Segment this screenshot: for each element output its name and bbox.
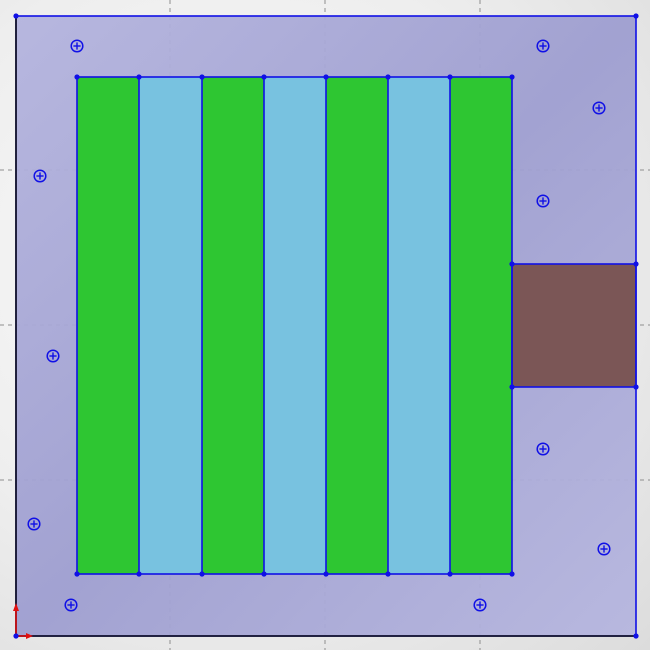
strip-2-blue[interactable] [139, 77, 202, 574]
sketch-vertex[interactable] [323, 571, 329, 577]
sketch-vertex[interactable] [199, 74, 205, 80]
sketch-vertex[interactable] [633, 261, 639, 267]
point-marker-10[interactable] [64, 598, 78, 612]
sketch-vertex[interactable] [199, 571, 205, 577]
sketch-vertex[interactable] [509, 74, 515, 80]
side-block[interactable] [512, 264, 636, 387]
strip-5-green[interactable] [326, 77, 388, 574]
strip-7-green[interactable] [450, 77, 512, 574]
strip-4-blue[interactable] [264, 77, 326, 574]
sketch-vertex[interactable] [509, 571, 515, 577]
sketch-vertex[interactable] [633, 633, 639, 639]
sketch-vertex[interactable] [447, 74, 453, 80]
strip-1-green[interactable] [77, 77, 139, 574]
sketch-point-markers[interactable] [27, 39, 611, 612]
strip-array[interactable] [77, 77, 512, 574]
sketch-vertex[interactable] [136, 571, 142, 577]
point-marker-4[interactable] [33, 169, 47, 183]
sketch-vertex[interactable] [261, 74, 267, 80]
sketch-lines[interactable] [15, 15, 637, 637]
sketch-vertices[interactable] [13, 13, 639, 639]
sketch-vertex[interactable] [74, 571, 80, 577]
sketch-vertex[interactable] [385, 571, 391, 577]
sketch-vertex[interactable] [633, 13, 639, 19]
strip-3-green[interactable] [202, 77, 264, 574]
origin-axes-icon [13, 603, 33, 639]
point-marker-3[interactable] [592, 101, 606, 115]
sketch-vertex[interactable] [509, 384, 515, 390]
sketch-vertex[interactable] [261, 571, 267, 577]
point-marker-2[interactable] [536, 39, 550, 53]
point-marker-1[interactable] [70, 39, 84, 53]
sketch-vertex[interactable] [13, 13, 19, 19]
point-marker-7[interactable] [536, 442, 550, 456]
sketch-vertex[interactable] [509, 261, 515, 267]
sketch-vertex[interactable] [385, 74, 391, 80]
point-marker-9[interactable] [597, 542, 611, 556]
side-block-outline[interactable] [511, 263, 637, 388]
sketch-vertex[interactable] [633, 384, 639, 390]
point-marker-6[interactable] [46, 349, 60, 363]
point-marker-11[interactable] [473, 598, 487, 612]
sketch-vertex[interactable] [323, 74, 329, 80]
point-marker-5[interactable] [536, 194, 550, 208]
strip-6-blue[interactable] [388, 77, 450, 574]
sketch-vertex[interactable] [136, 74, 142, 80]
sketch-vertex[interactable] [74, 74, 80, 80]
sketch-vertex[interactable] [447, 571, 453, 577]
point-marker-8[interactable] [27, 517, 41, 531]
